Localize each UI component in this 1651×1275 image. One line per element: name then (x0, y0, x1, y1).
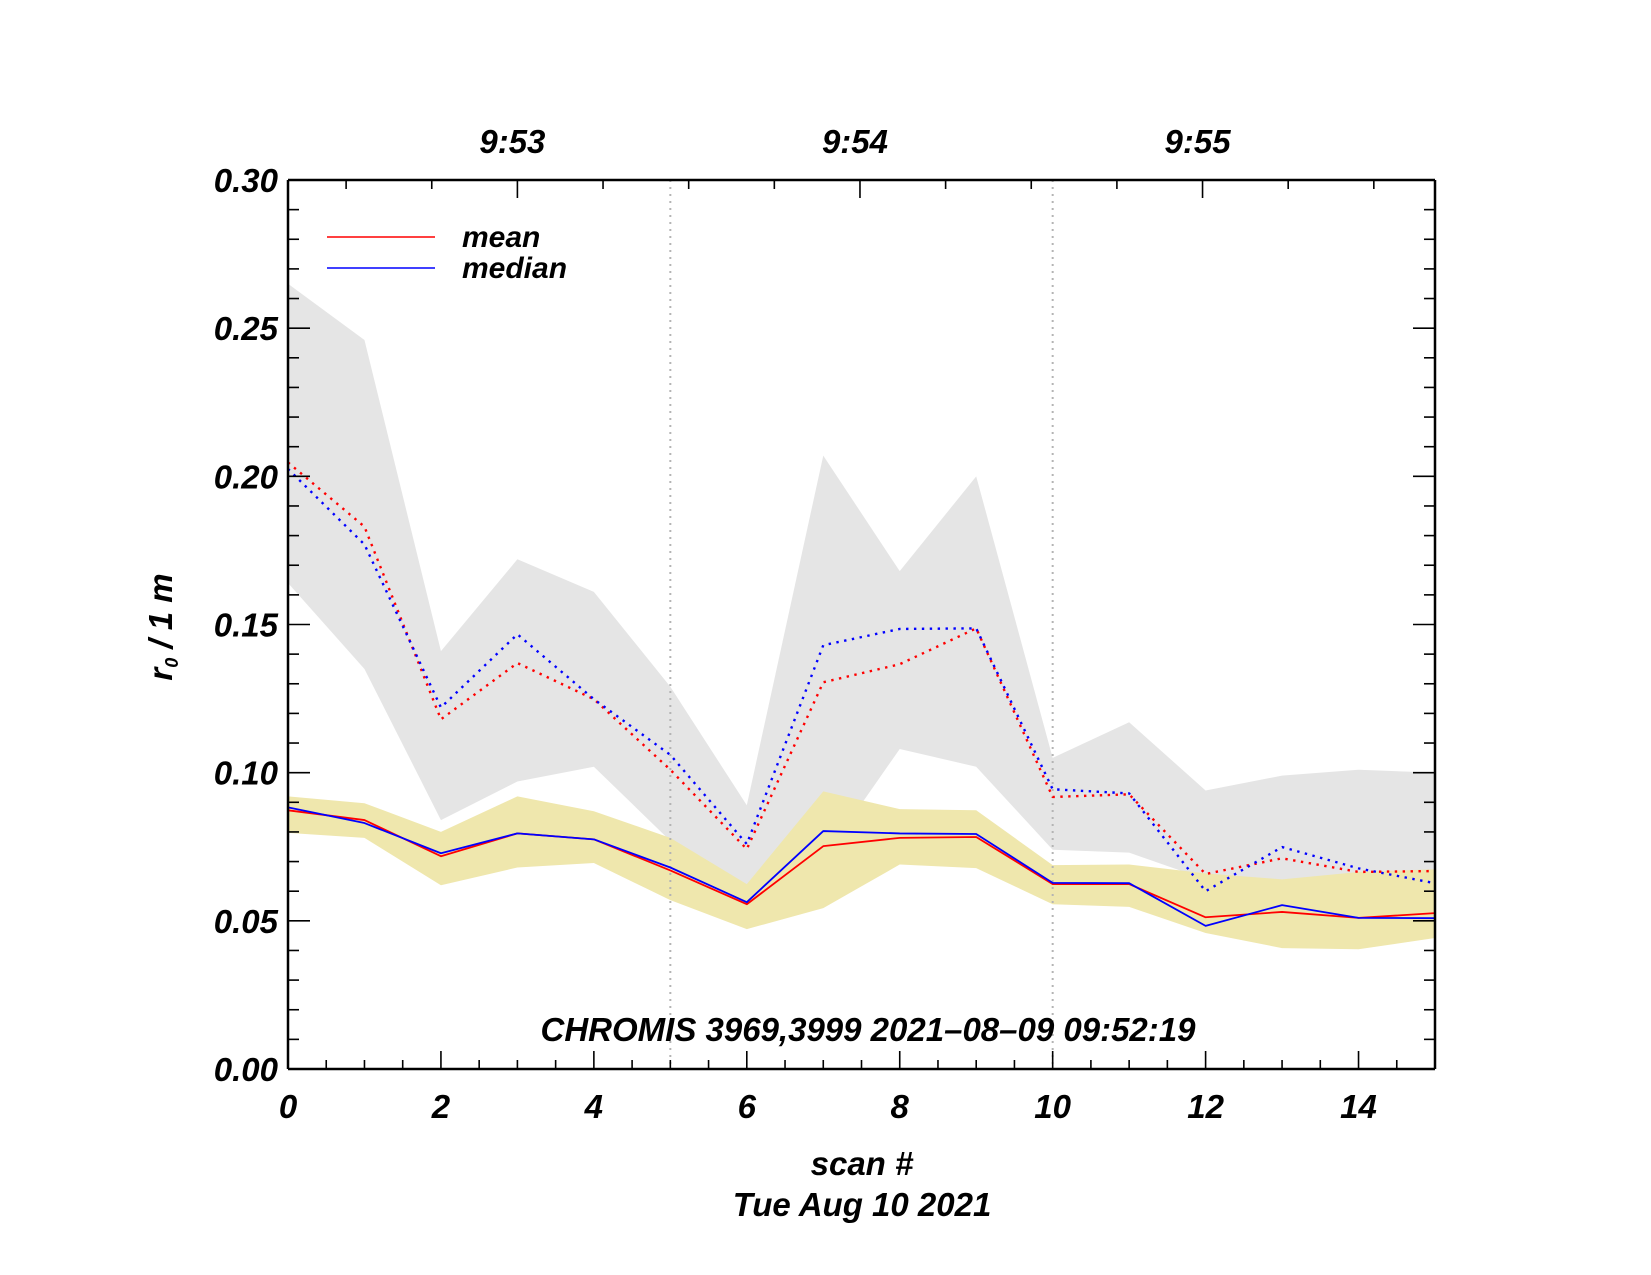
band-spread-lower (288, 791, 1435, 950)
y-tick-label: 0.05 (214, 903, 279, 940)
vertical-markers-layer (669, 180, 1054, 1069)
y-axis-title-unit: / 1 m (142, 573, 179, 657)
x-tick-label: 14 (1340, 1088, 1377, 1125)
top-axis-time-label: 9:54 (822, 123, 888, 160)
x-tick-label: 8 (891, 1088, 910, 1125)
y-axis-title-r: r (142, 666, 179, 681)
y-axis-title: r0 / 1 m (142, 573, 182, 680)
axes-layer (286, 178, 1437, 1071)
legend-label-mean: mean (462, 221, 540, 254)
y-tick-label: 0.00 (214, 1051, 279, 1088)
band-spread-upper (288, 283, 1435, 892)
svg-text:r0 / 1 m: r0 / 1 m (142, 573, 182, 680)
legend: mean median (327, 221, 567, 285)
y-tick-label: 0.15 (214, 607, 279, 644)
x-axis-title: scan # (811, 1145, 914, 1182)
y-tick-label: 0.25 (214, 310, 279, 347)
x-tick-label: 0 (279, 1088, 298, 1125)
bands-layer (288, 283, 1435, 950)
series-line-median (287, 806, 1436, 927)
legend-label-median: median (462, 252, 567, 285)
x-tick-label: 12 (1187, 1088, 1224, 1125)
x-axis-date: Tue Aug 10 2021 (733, 1186, 992, 1223)
y-tick-label: 0.30 (214, 162, 279, 199)
chart-annotation: CHROMIS 3969,3999 2021–08–09 09:52:19 (541, 1011, 1197, 1048)
tick-labels-layer: 0 2 4 6 8 10 12 14 0.00 0.05 0.10 0.15 0.20 0.25 0.30 9… (214, 123, 1377, 1125)
y-tick-label: 0.20 (214, 458, 279, 495)
series-layer (287, 461, 1436, 927)
top-axis-time-label: 9:55 (1165, 123, 1232, 160)
x-tick-label: 2 (431, 1088, 451, 1125)
x-tick-label: 4 (584, 1088, 603, 1125)
x-tick-label: 10 (1034, 1088, 1071, 1125)
y-tick-label: 0.10 (214, 755, 279, 792)
y-axis-title-subscript: 0 (162, 658, 182, 668)
x-tick-label: 6 (738, 1088, 757, 1125)
series-line-dotted-median (287, 468, 1436, 893)
top-axis-time-label: 9:53 (479, 123, 545, 160)
